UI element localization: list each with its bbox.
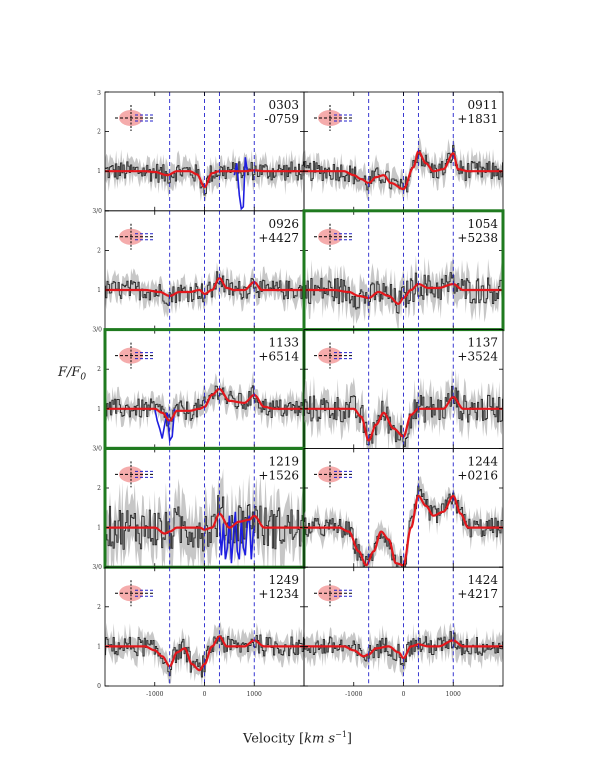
x-tick-label: -1000 — [146, 691, 163, 698]
panel-plot-area — [304, 92, 503, 211]
x-tick-label: 0 — [203, 691, 207, 698]
panel-name-bottom: +1234 — [258, 587, 299, 601]
panel-name-top: 1244 — [467, 454, 498, 468]
model-fit-line — [304, 150, 503, 191]
x-tick-label: 1000 — [446, 691, 461, 698]
panel-0926: 1 2 0926+4427 — [97, 210, 305, 331]
data-line — [105, 271, 304, 306]
model-fit-line — [105, 512, 304, 535]
masked-data-line — [154, 408, 176, 443]
data-line — [304, 272, 503, 314]
y-tick-label: 1 — [97, 525, 101, 532]
panel-plot-area — [105, 567, 304, 687]
y-tick-label: 2 — [97, 604, 101, 611]
data-line — [105, 385, 304, 427]
panel-name-bottom: +1526 — [258, 468, 299, 482]
panel-1133: 1 2 1133+6514 — [97, 328, 306, 450]
panel-plot-area — [304, 210, 503, 330]
panel-1054: 1054+5238 — [302, 209, 505, 332]
y-tick-label: 0 — [97, 683, 101, 690]
x-axis-label: Velocity [km s−1] — [243, 730, 352, 747]
row-boundary-label: 3/0 — [92, 564, 102, 571]
model-fit-line — [105, 276, 304, 297]
y-tick-label: 2 — [97, 129, 101, 136]
y-tick-label: 2 — [97, 247, 101, 254]
panel-plot-area — [105, 448, 304, 568]
panel-1249: 1 2 1249+1234 — [97, 566, 305, 687]
error-band — [304, 255, 503, 330]
panel-name-top: 1249 — [268, 573, 299, 587]
panel-name-top: 1054 — [467, 217, 498, 231]
masked-data-line — [218, 511, 256, 564]
x-tick-label: 0 — [402, 691, 406, 698]
y-tick-label: 2 — [97, 485, 101, 492]
panel-name-bottom: +4217 — [457, 587, 498, 601]
error-band — [105, 148, 304, 203]
error-band — [304, 622, 503, 678]
panel-1244: 1244+0216 — [303, 447, 504, 568]
panel-name-bottom: +1831 — [457, 112, 498, 126]
panel-name-bottom: +4427 — [258, 231, 299, 245]
panel-name-bottom: -0759 — [264, 112, 299, 126]
panel-name-top: 1424 — [467, 573, 498, 587]
panel-name-top: 0926 — [268, 217, 299, 231]
panel-1137: 1137+3524 — [303, 329, 504, 449]
y-tick-label: 1 — [97, 168, 101, 175]
panel-name-bottom: +3524 — [457, 350, 498, 364]
y-tick-label: 2 — [97, 366, 101, 373]
panel-1424: 1424+4217 — [303, 566, 504, 687]
panel-name-bottom: +0216 — [457, 468, 498, 482]
row-boundary-label: 3/0 — [92, 445, 102, 452]
x-tick-label: -1000 — [345, 691, 362, 698]
masked-data-line — [233, 157, 249, 211]
panel-name-top: 1133 — [268, 336, 299, 350]
panel-plot-area — [304, 567, 503, 686]
y-tick-label: 3 — [97, 90, 101, 97]
panel-plot-area — [105, 329, 304, 449]
error-band — [304, 368, 503, 449]
panel-name-top: 0303 — [268, 98, 299, 112]
panel-name-bottom: +5238 — [457, 231, 498, 245]
panel-0303: 1 2 0303-0759 — [97, 91, 305, 212]
panel-name-top: 1219 — [268, 454, 299, 468]
panel-plot-area — [105, 210, 304, 330]
row-boundary-label: 3/0 — [92, 208, 102, 215]
y-axis-label: F/F0 — [58, 365, 87, 383]
x-tick-label: 1000 — [247, 691, 262, 698]
panel-name-top: 1137 — [467, 336, 498, 350]
panel-name-top: 0911 — [467, 98, 498, 112]
row-boundary-label: 3/0 — [92, 327, 102, 334]
panel-plot-area — [105, 92, 304, 211]
panel-plot-area — [304, 329, 503, 449]
y-tick-label: 1 — [97, 287, 101, 294]
panel-0911: 0911+1831 — [303, 91, 504, 212]
panel-name-bottom: +6514 — [258, 350, 299, 364]
y-tick-label: 1 — [97, 643, 101, 650]
panel-1219: 1 2 1219+1526 — [97, 446, 306, 569]
y-tick-label: 1 — [97, 406, 101, 413]
model-fit-line — [105, 635, 304, 672]
